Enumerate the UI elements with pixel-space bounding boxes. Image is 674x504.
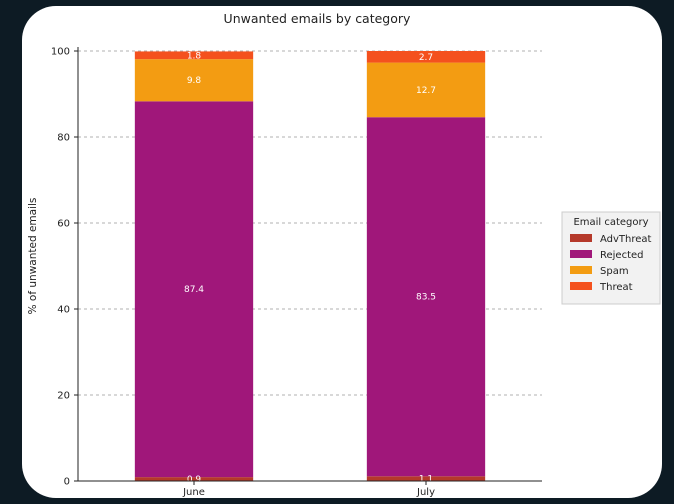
bar-value-label: 1.8 <box>187 51 202 61</box>
axes: 0 20 40 60 80 100 June July <box>51 47 542 498</box>
legend-swatch-spam <box>570 266 592 274</box>
bar-segment-rejected <box>366 117 486 477</box>
y-tick-label: 100 <box>51 47 70 58</box>
bar-value-label: 2.7 <box>419 53 433 63</box>
chart-card: Unwanted emails by category % of unwante… <box>22 6 662 498</box>
y-axis-label: % of unwanted emails <box>27 198 39 315</box>
legend-entry: Rejected <box>600 250 644 261</box>
bar-segment-advthreat <box>134 477 254 481</box>
bar-labels: 0.9 87.4 9.8 1.8 1.1 83.5 12.7 2.7 <box>184 51 436 485</box>
bar-value-label: 87.4 <box>184 285 204 295</box>
bar-value-label: 0.9 <box>187 475 202 485</box>
bar-segment-advthreat <box>366 476 486 481</box>
y-tick-label: 80 <box>57 133 70 144</box>
bar-value-label: 1.1 <box>419 475 433 485</box>
y-tick-label: 40 <box>57 305 70 316</box>
bar-value-label: 83.5 <box>416 293 436 303</box>
legend-entry: Threat <box>599 282 633 293</box>
legend-swatch-advthreat <box>570 234 592 242</box>
legend: Email category AdvThreat Rejected Spam Thre… <box>561 211 661 305</box>
legend-entry: AdvThreat <box>600 234 652 245</box>
legend-swatch-rejected <box>570 250 592 258</box>
x-tick-label: June <box>182 487 205 498</box>
bar-segment-spam <box>366 62 486 118</box>
bars <box>134 51 486 481</box>
stacked-bar-chart: Unwanted emails by category % of unwante… <box>27 11 661 498</box>
legend-swatch-threat <box>570 282 592 290</box>
y-tick-label: 60 <box>57 219 70 230</box>
legend-title: Email category <box>573 217 648 228</box>
bar-value-label: 12.7 <box>416 86 436 96</box>
bar-segment-spam <box>134 59 254 102</box>
x-tick-label: July <box>416 487 435 498</box>
y-tick-label: 0 <box>64 477 70 488</box>
bar-value-label: 9.8 <box>187 76 202 86</box>
bar-segment-threat <box>134 51 254 60</box>
chart-title: Unwanted emails by category <box>224 11 411 26</box>
bar-segment-rejected <box>134 101 254 478</box>
y-tick-label: 20 <box>57 391 70 402</box>
legend-entry: Spam <box>600 266 629 277</box>
bar-segment-threat <box>366 51 486 63</box>
